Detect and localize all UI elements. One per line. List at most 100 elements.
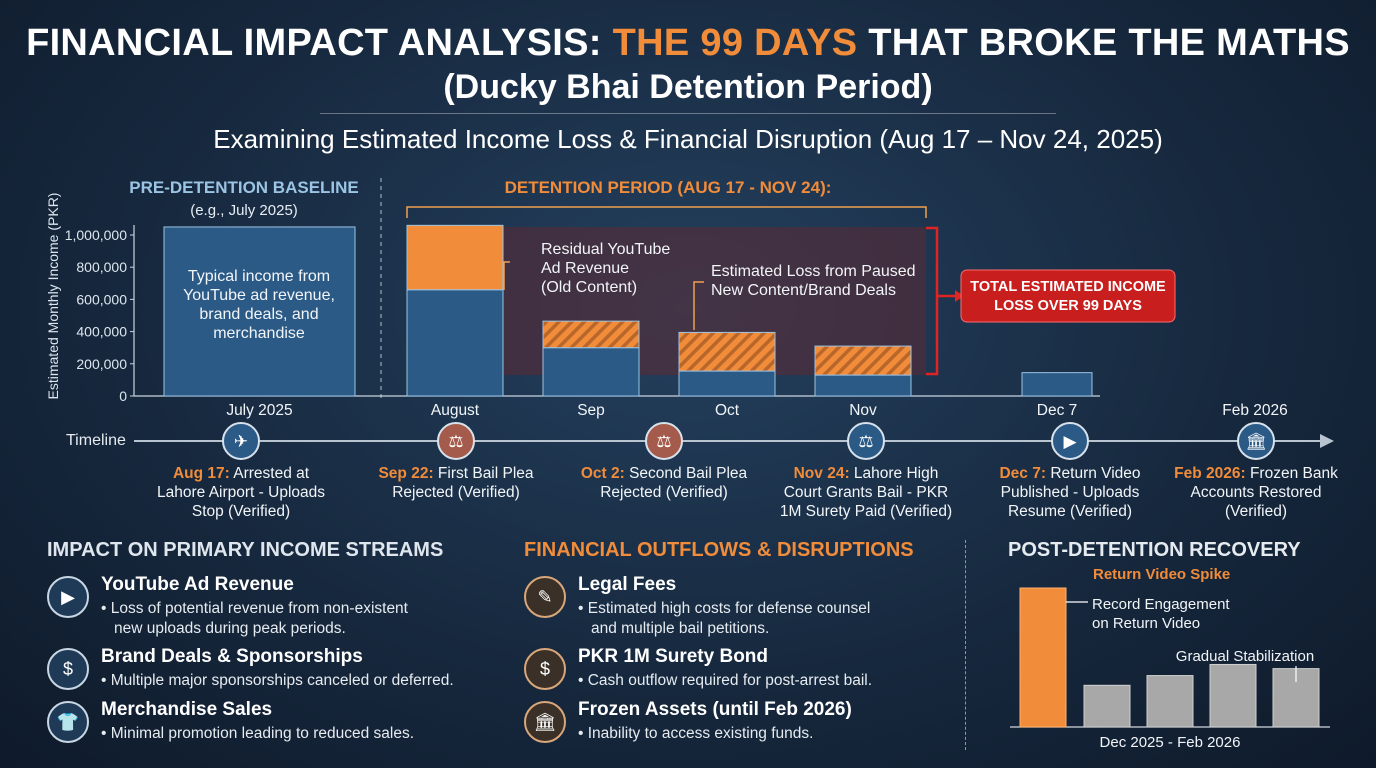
scales-icon: ⚖	[847, 422, 885, 460]
detention-bracket	[406, 206, 927, 218]
timeline-event-date: Dec 7:	[999, 465, 1047, 482]
total-loss-label: TOTAL ESTIMATED INCOME LOSS OVER 99 DAYS	[970, 279, 1166, 314]
income-stream-item: $ PKR 1M Surety Bond • Cash outflow requir…	[524, 646, 964, 706]
main-title: FINANCIAL IMPACT ANALYSIS: THE 99 DAYS T…	[26, 22, 1350, 64]
recovery-bar	[1146, 675, 1194, 728]
stabilization-annotation: Gradual Stabilization	[1176, 648, 1314, 665]
y-tick-label: 600,000	[76, 291, 127, 307]
item-title: Brand Deals & Sponsorships	[101, 646, 363, 667]
bar-residual-revenue	[542, 347, 640, 397]
legal-document-icon: ✎	[524, 576, 566, 618]
timeline-event-label: Sep 22: First Bail Plea Rejected (Verifi…	[366, 464, 546, 502]
paused-loss-annotation: Estimated Loss from Paused New Content/Br…	[711, 263, 916, 299]
item-description: • Estimated high costs for defense couns…	[578, 600, 871, 637]
svg-text:✈: ✈	[234, 432, 248, 451]
income-stream-item: ✎ Legal Fees • Estimated high costs for de…	[524, 574, 964, 637]
item-description: • Cash outflow required for post-arrest …	[578, 672, 873, 689]
bank-icon: 🏛	[524, 701, 566, 743]
income-stream-item: 👕 Merchandise Sales • Minimal promotion le…	[47, 699, 487, 759]
svg-text:🏛: 🏛	[1245, 432, 1267, 451]
pre-detention-description: Typical income from YouTube ad revenue, br…	[183, 268, 335, 342]
outflows-heading: FINANCIAL OUTFLOWS & DISRUPTIONS	[524, 539, 914, 561]
recovery-heading: POST-DETENTION RECOVERY	[1008, 539, 1301, 561]
timeline-event-text: First Bail Plea Rejected (Verified)	[392, 465, 534, 501]
timeline-event-text: Return Video Published - Uploads Resume …	[1000, 465, 1141, 520]
svg-text:⚖: ⚖	[656, 432, 671, 451]
timeline-event-text: Lahore High Court Grants Bail - PKR 1M S…	[779, 465, 953, 520]
item-title: Legal Fees	[578, 574, 677, 595]
detention-period-heading: DETENTION PERIOD (AUG 17 - NOV 24):	[505, 178, 832, 197]
pre-detention-heading: PRE-DETENTION BASELINE	[129, 178, 359, 197]
svg-text:⚖: ⚖	[448, 432, 463, 451]
pre-detention-subheading: (e.g., July 2025)	[190, 202, 298, 219]
timeline-event-label: Nov 24: Lahore High Court Grants Bail - …	[776, 464, 956, 521]
spike-annotation: Record Engagement on Return Video	[1092, 596, 1230, 632]
timeline-label: Timeline	[66, 432, 126, 449]
income-stream-item: $ Brand Deals & Sponsorships • Multiple ma…	[47, 646, 487, 706]
item-description: • Inability to access existing funds.	[578, 725, 814, 742]
recovery-chart: Record Engagement on Return Video Gradual…	[1010, 587, 1330, 751]
residual-revenue-annotation: Residual YouTube Ad Revenue (Old Content)	[541, 241, 670, 296]
recovery-bar	[1019, 587, 1067, 728]
airplane-icon: ✈	[222, 422, 260, 460]
item-description: • Loss of potential revenue from non-exi…	[101, 600, 408, 637]
courthouse-icon: ⚖	[437, 422, 475, 460]
bar-residual-revenue	[678, 370, 776, 397]
title-divider	[320, 113, 1056, 114]
income-stream-item: 🏛 Frozen Assets (until Feb 2026) • Inabili…	[524, 699, 964, 759]
timeline-arrow	[1320, 434, 1334, 448]
item-title: YouTube Ad Revenue	[101, 574, 294, 595]
item-description: • Multiple major sponsorships canceled o…	[101, 672, 454, 689]
title-line-2: (Ducky Bhai Detention Period)	[443, 68, 933, 106]
x-tick-label: August	[431, 402, 480, 419]
item-title: Merchandise Sales	[101, 699, 273, 720]
timeline-event-label: Aug 17: Arrested at Lahore Airport - Upl…	[151, 464, 331, 521]
x-tick-label: Dec 7	[1037, 402, 1078, 419]
title-highlight: THE 99 DAYS	[612, 22, 858, 64]
x-tick-label: July 2025	[226, 402, 292, 419]
y-tick-label: 800,000	[76, 259, 127, 275]
impact-heading: IMPACT ON PRIMARY INCOME STREAMS	[47, 539, 444, 561]
x-tick-label: Feb 2026	[1222, 402, 1288, 419]
youtube-icon: ▶	[47, 576, 89, 618]
tshirt-icon: 👕	[47, 701, 89, 743]
bar-residual-revenue	[1021, 372, 1093, 397]
subtitle: Examining Estimated Income Loss & Financ…	[213, 124, 1163, 154]
recovery-bar	[1083, 684, 1131, 728]
svg-text:▶: ▶	[1063, 432, 1077, 451]
timeline-event-text: Second Bail Plea Rejected (Verified)	[600, 465, 748, 501]
bar-estimated-loss	[678, 331, 776, 372]
timeline-event-text: Arrested at Lahore Airport - Uploads Sto…	[156, 465, 325, 520]
timeline-event-text: Frozen Bank Accounts Restored (Verified)	[1190, 465, 1338, 520]
y-tick-label: 400,000	[76, 324, 127, 340]
y-tick-label: 0	[119, 388, 127, 404]
money-hand-icon: $	[47, 648, 89, 690]
courthouse-icon: ⚖	[645, 422, 683, 460]
money-bag-icon: $	[524, 648, 566, 690]
svg-text:⚖: ⚖	[858, 432, 873, 451]
timeline-event-date: Aug 17:	[172, 465, 230, 482]
residual-annotation-line	[503, 261, 510, 290]
income-stream-item: ▶ YouTube Ad Revenue • Loss of potential r…	[47, 574, 487, 637]
loss-annotation-line	[693, 281, 704, 330]
y-tick-label: 1,000,000	[65, 227, 127, 243]
income-chart: PRE-DETENTION BASELINE (e.g., July 2025)…	[45, 178, 1288, 419]
y-tick-label: 200,000	[76, 356, 127, 372]
recovery-bar	[1209, 663, 1257, 728]
bar-residual-revenue	[814, 374, 912, 397]
timeline-event-date: Nov 24:	[793, 465, 850, 482]
total-loss-callout	[960, 269, 1176, 323]
timeline-event-label: Dec 7: Return Video Published - Uploads …	[980, 464, 1160, 521]
timeline-event-label: Oct 2: Second Bail Plea Rejected (Verifi…	[574, 464, 754, 502]
bank-icon: 🏛	[1237, 422, 1275, 460]
bar-residual-revenue	[406, 289, 504, 397]
bar-estimated-loss	[406, 224, 504, 291]
bar-estimated-loss	[814, 345, 912, 376]
total-loss-bracket	[926, 226, 939, 376]
y-axis-label: Estimated Monthly Income (PKR)	[45, 193, 61, 400]
x-tick-label: Sep	[577, 402, 605, 419]
timeline-event-label: Feb 2026: Frozen Bank Accounts Restored …	[1166, 464, 1346, 521]
timeline-axis: ✈ ⚖ ⚖ ⚖ ▶ 🏛	[134, 422, 1334, 460]
item-title: PKR 1M Surety Bond	[578, 646, 769, 667]
x-tick-label: Nov	[849, 402, 877, 419]
